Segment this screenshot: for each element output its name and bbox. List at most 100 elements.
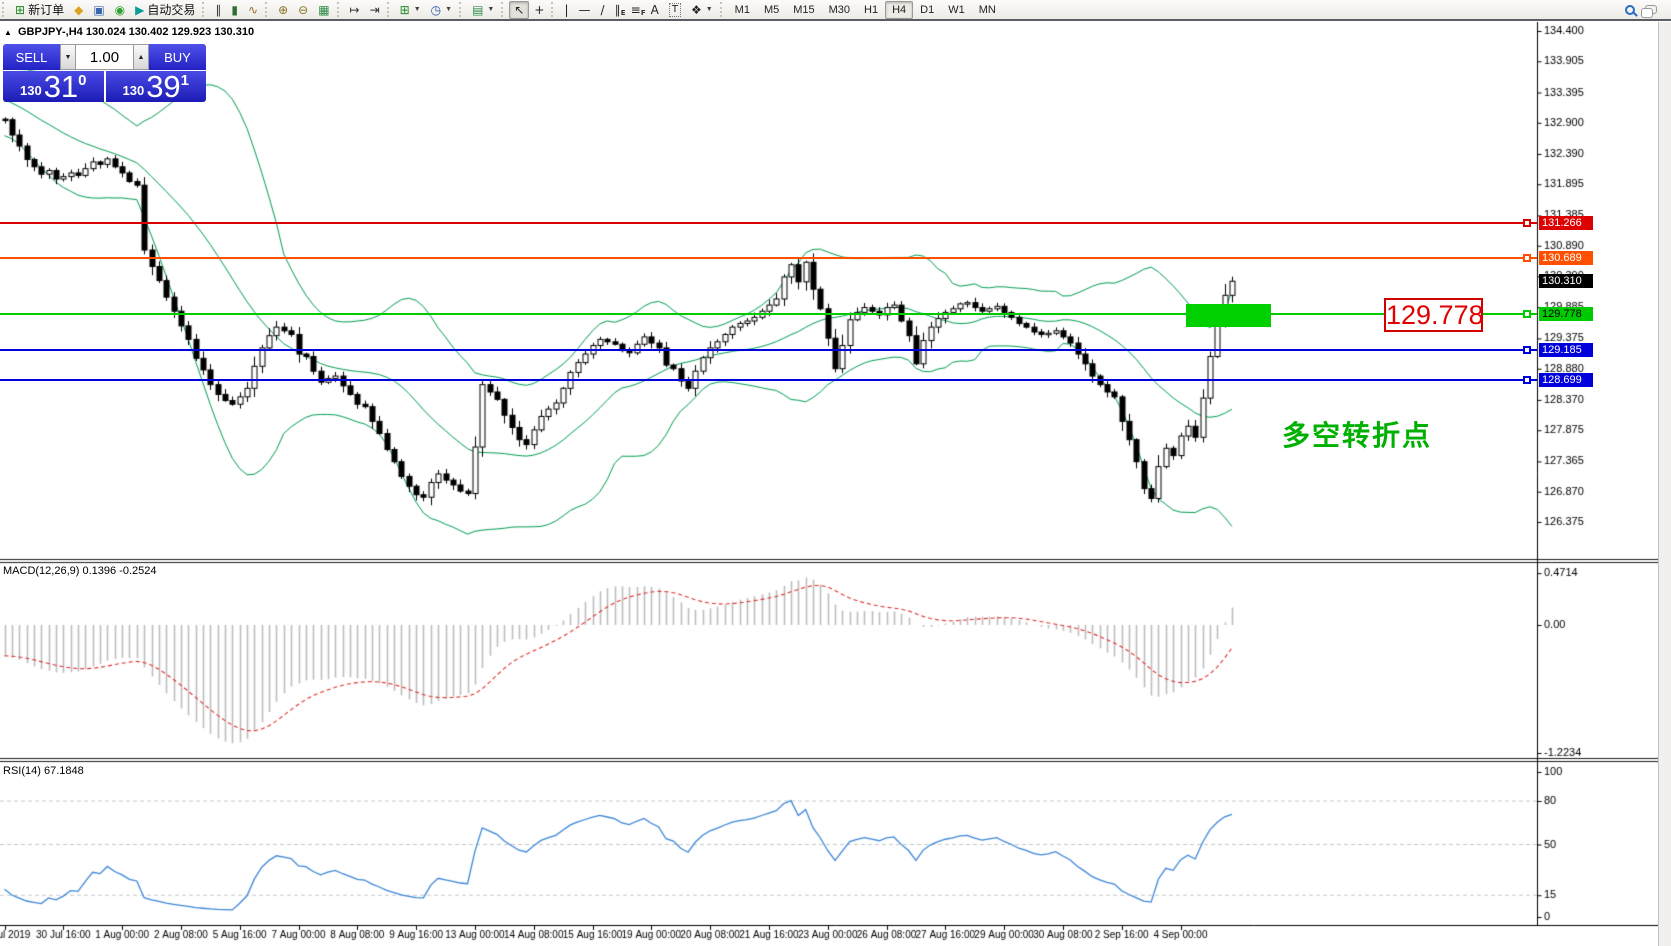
crosshair-icon: + [534,2,545,17]
new-chart-icon: ⊞ [399,2,410,17]
sell-price-button[interactable]: 130 31 0 [3,71,104,102]
market-window-button[interactable]: ▣ [88,1,109,19]
new-order-button[interactable]: ⊞ 新订单 [10,1,69,19]
buy-price-big-figure: 130 [122,83,145,98]
auto-trading-label: 自动交易 [147,3,196,17]
bar-chart-icon: ∥ [215,2,222,17]
hline-resistance-upper-anchor[interactable] [1523,218,1531,227]
indicators-lamp-icon: ◆ [74,2,84,17]
window-scroll-strip[interactable] [1658,22,1671,946]
timeframe-d1-button[interactable]: D1 [920,3,935,16]
hline-resistance[interactable] [0,257,1537,260]
buy-price-button[interactable]: 130 39 1 [105,69,206,102]
zoom-out-button[interactable]: ⊖ [293,1,313,19]
timeframe-w1-button[interactable]: W1 [948,3,965,16]
bar-chart-button[interactable]: ∥ [210,1,226,19]
hline-support-lower-price-tag: 128.699 [1539,372,1593,387]
candle-chart-button[interactable]: ▮ [226,1,243,19]
profiles-icon: ◷ [430,2,442,17]
text-button[interactable]: A [646,1,664,19]
signals-icon: ◉ [114,2,126,17]
timeframe-m5-button[interactable]: M5 [763,3,780,16]
hline-support[interactable] [0,349,1537,352]
channel-icon: ∥ E [614,2,626,17]
fibonacci-button[interactable]: ≡ F [626,1,646,19]
timeframe-m15-button[interactable]: M15 [793,3,815,16]
timeframe-m30-button[interactable]: M30 [828,3,851,16]
buy-price-pips: 39 [146,69,181,102]
one-click-collapse-arrow[interactable]: ▲ [4,28,12,37]
tile-windows-button[interactable]: ▦ [313,1,334,19]
signals-button[interactable]: ◉ [110,1,130,19]
volume-decrease-button[interactable]: ▼ [60,44,76,70]
highlight-rectangle-object[interactable] [1186,304,1271,327]
dropdown-arrow-icon[interactable]: ▼ [705,6,713,13]
zoom-in-button[interactable]: ⊕ [273,1,293,19]
chart-title: ▲ GBPJPY-,H4 130.024 130.402 129.923 130… [4,26,254,38]
zoom-out-icon: ⊖ [298,2,309,17]
hline-resistance-price-tag: 130.689 [1539,251,1593,266]
crosshair-button[interactable]: + [529,1,549,19]
fibonacci-icon: ≡ F [630,2,646,17]
hline-pivot-green[interactable] [0,312,1537,315]
hline-resistance-upper[interactable] [0,221,1537,224]
vertical-line-icon: | [564,2,569,17]
chart-ohlc-values: 130.024 130.402 129.923 130.310 [85,26,255,38]
dropdown-arrow-icon[interactable]: ▼ [413,6,421,13]
new-order-label: 新订单 [28,3,65,17]
chinese-annotation-text[interactable]: 多空转折点 [1282,419,1433,452]
trendline-icon: / [600,2,605,17]
candle-chart-icon: ▮ [231,2,238,17]
text-icon: A [650,2,659,17]
dropdown-arrow-icon[interactable]: ▼ [487,6,495,13]
timeframe-mn-button[interactable]: MN [978,3,996,16]
horizontal-line-button[interactable]: — [574,1,596,19]
trendline-button[interactable]: / [596,1,610,19]
arrows-icon: ❖ [690,2,702,17]
hline-support-lower-anchor[interactable] [1523,375,1531,384]
volume-input[interactable]: 1.00 [76,44,133,70]
text-label-icon: T [668,2,681,17]
cursor-icon: ↖ [514,2,525,17]
channel-button[interactable]: ∥ E [610,1,626,19]
tile-windows-icon: ▦ [318,2,330,17]
hline-pivot-green-price-tag: 129.778 [1539,306,1593,321]
chart-shift-button[interactable]: ⇥ [365,1,385,19]
price-callout-box[interactable]: 129.778 [1384,298,1484,332]
line-chart-button[interactable]: ∿ [243,1,263,19]
toolbar-group-grip [459,2,464,17]
cursor-button[interactable]: ↖ [509,0,530,19]
toolbar-group-grip [719,2,725,17]
auto-scroll-button[interactable]: ↦ [345,1,365,19]
arrows-button[interactable]: ❖ ▼ [686,1,718,19]
volume-increase-button[interactable]: ▲ [133,44,149,70]
auto-trading-button[interactable]: ▶ 自动交易 [130,1,200,19]
profiles-button[interactable]: ◷ ▼ [426,1,457,19]
hline-support-lower[interactable] [0,378,1537,381]
indicator-list-button[interactable]: ▤ ▼ [467,1,499,19]
dropdown-arrow-icon[interactable]: ▼ [445,6,453,13]
hline-pivot-green-anchor[interactable] [1523,309,1531,318]
text-label-button[interactable]: T [664,1,686,19]
auto-trading-icon: ▶ [135,2,145,17]
new-chart-button[interactable]: ⊞ ▼ [395,1,426,19]
toolbar-group-grip [336,2,342,17]
timeframe-h1-button[interactable]: H1 [864,3,879,16]
community-chat-icon[interactable] [1641,5,1657,18]
timeframe-m1-button[interactable]: M1 [734,3,750,16]
toolbar-group-grip [2,2,7,17]
indicators-lamp-button[interactable]: ◆ [69,1,88,19]
new-order-icon: ⊞ [15,2,26,17]
search-icon[interactable] [1625,4,1635,15]
market-window-icon: ▣ [93,2,105,17]
toolbar-group-grip [202,2,207,17]
vertical-line-button[interactable]: | [559,1,573,19]
buy-button[interactable]: BUY [149,44,206,70]
hline-support-anchor[interactable] [1523,346,1531,355]
hline-resistance-anchor[interactable] [1523,254,1531,263]
sell-button[interactable]: SELL [3,44,60,70]
timeframe-h4-button[interactable]: H4 [885,0,914,19]
toolbar-group-grip [551,2,556,17]
chart-shift-icon: ⇥ [369,2,380,17]
